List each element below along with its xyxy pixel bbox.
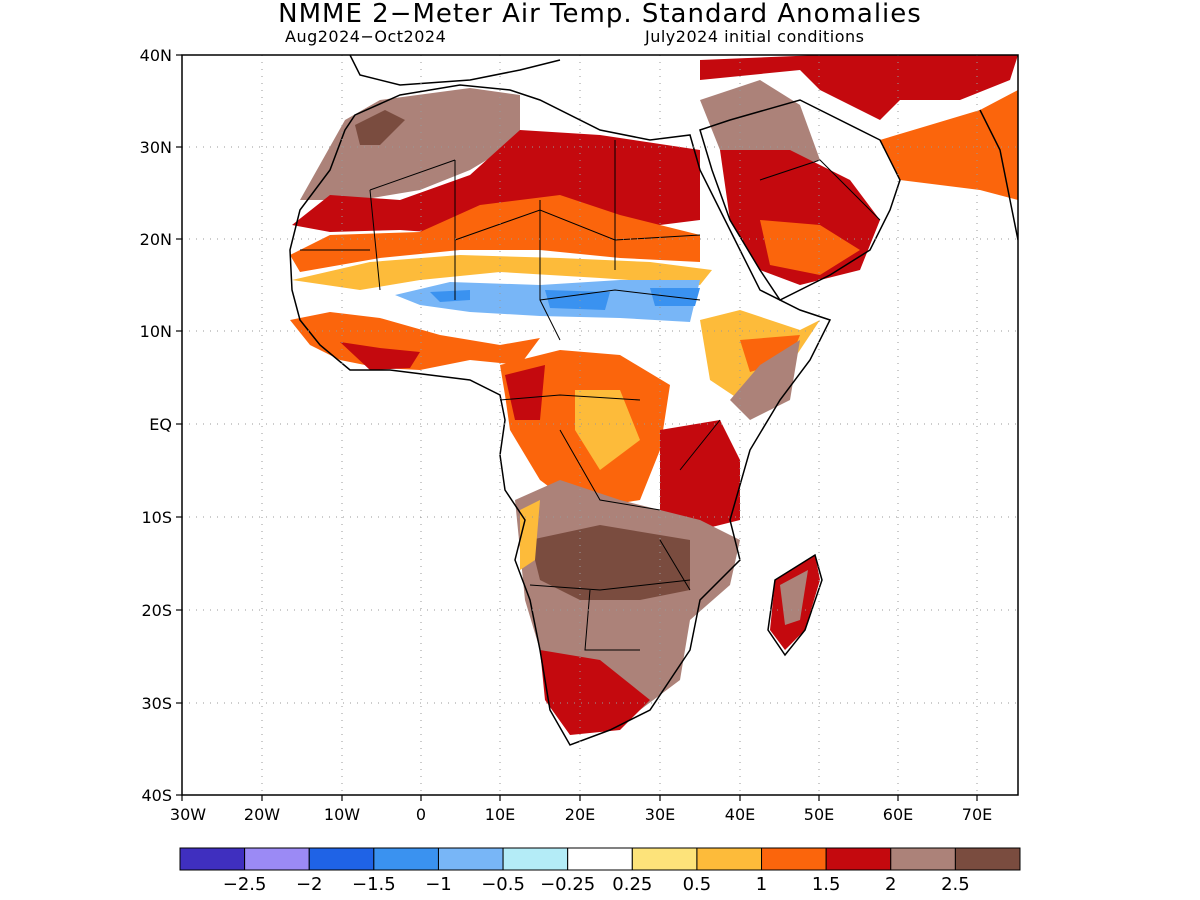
colorbar-swatch: [244, 847, 310, 871]
lon-label: 70E: [962, 805, 992, 824]
country-border: [759, 159, 881, 221]
colorbar-label: −2: [296, 874, 323, 895]
colorbar-swatch: [825, 847, 892, 871]
country-border: [529, 579, 691, 591]
graticule: [182, 55, 1018, 795]
anomaly-region: [780, 570, 808, 625]
anomaly-region: [355, 110, 405, 145]
anomaly-region: [575, 390, 640, 470]
colorbar-swatches: [179, 847, 1021, 871]
lon-label: 20W: [244, 805, 280, 824]
colorbar-swatch: [179, 847, 246, 871]
colorbar: −2.5 −2 −1.5 −1 −0.5 −0.25 0.25 0.5 1 1.…: [179, 847, 1021, 895]
colorbar-swatch: [308, 847, 375, 871]
map-frame: [181, 54, 1019, 796]
colorbar-label: 0.5: [683, 874, 712, 895]
colorbar-labels: −2.5 −2 −1.5 −1 −0.5 −0.25 0.25 0.5 1 1.…: [223, 874, 970, 895]
anomaly-region: [660, 420, 740, 530]
lat-label: 40N: [140, 46, 172, 65]
lat-label: 30S: [141, 694, 172, 713]
country-border: [499, 394, 641, 401]
lon-label: 10E: [485, 805, 515, 824]
country-border: [539, 289, 701, 301]
lat-label: 10N: [140, 322, 172, 341]
anomaly-region: [730, 340, 800, 420]
forecast-period: Aug2024−Oct2024: [285, 27, 447, 46]
colorbar-swatch: [373, 847, 439, 871]
anomaly-region: [700, 55, 1018, 120]
country-border: [454, 209, 701, 241]
anomaly-region: [430, 290, 470, 302]
lon-label: 50E: [804, 805, 834, 824]
latitude-labels: 40N 30N 20N 10N EQ 10S 20S 30S 40S: [140, 46, 172, 805]
lon-label: 30W: [170, 805, 206, 824]
colorbar-label: −2.5: [223, 874, 267, 895]
colorbar-swatch: [567, 847, 633, 871]
colorbar-swatch: [761, 847, 827, 871]
anomaly-region: [505, 365, 545, 420]
madagascar-coastline: [767, 553, 823, 657]
europe-coastline: [349, 55, 561, 86]
country-borders: [300, 140, 881, 651]
colorbar-label: 2: [885, 874, 896, 895]
colorbar-swatch: [502, 847, 569, 871]
colorbar-label: −1: [425, 874, 452, 895]
colorbar-label: 1.5: [812, 874, 841, 895]
anomaly-region: [740, 335, 800, 372]
anomaly-field: [290, 55, 1018, 735]
lon-label: 40E: [725, 805, 755, 824]
colorbar-swatch: [696, 847, 763, 871]
anomaly-region: [292, 255, 712, 290]
colorbar-label: −0.5: [481, 874, 525, 895]
colorbar-label: 0.25: [612, 874, 652, 895]
lon-label: 60E: [883, 805, 913, 824]
anomaly-region: [340, 342, 420, 370]
country-border: [369, 189, 381, 291]
longitude-labels: 30W 20W 10W 0 10E 20E 30E 40E 50E 60E 70…: [170, 805, 992, 824]
initial-conditions: July2024 initial conditions: [645, 27, 865, 46]
lat-label: 40S: [141, 786, 172, 805]
lat-label: 30N: [140, 138, 172, 157]
anomaly-region: [760, 220, 860, 275]
lon-label: 20E: [565, 805, 595, 824]
map-title: NMME 2−Meter Air Temp. Standard Anomalie…: [278, 0, 922, 29]
lon-label: 10W: [324, 805, 360, 824]
lon-label: 30E: [645, 805, 675, 824]
colorbar-swatch: [631, 847, 698, 871]
anomaly-region: [290, 195, 700, 272]
anomaly-region: [530, 525, 690, 600]
country-border: [559, 429, 661, 511]
india-coastline: [979, 109, 1018, 241]
colorbar-label: 1: [756, 874, 767, 895]
country-border: [679, 419, 721, 471]
country-border: [369, 159, 456, 191]
anomaly-region: [290, 312, 540, 370]
country-border: [659, 539, 691, 591]
anomaly-region: [540, 650, 650, 735]
lat-label: 10S: [141, 508, 172, 527]
lat-label: 20S: [141, 601, 172, 620]
colorbar-swatch: [437, 847, 504, 871]
colorbar-swatch: [954, 847, 1021, 871]
lon-label: 0: [416, 805, 426, 824]
anomaly-region: [395, 280, 700, 322]
colorbar-label: 2.5: [941, 874, 970, 895]
anomaly-region: [545, 290, 610, 310]
colorbar-label: −0.25: [540, 874, 595, 895]
tick-marks: [176, 54, 978, 801]
lat-label: EQ: [149, 415, 172, 434]
arabia-coastline: [699, 99, 901, 301]
lat-label: 20N: [140, 230, 172, 249]
colorbar-label: −1.5: [352, 874, 396, 895]
colorbar-swatch: [890, 847, 956, 871]
